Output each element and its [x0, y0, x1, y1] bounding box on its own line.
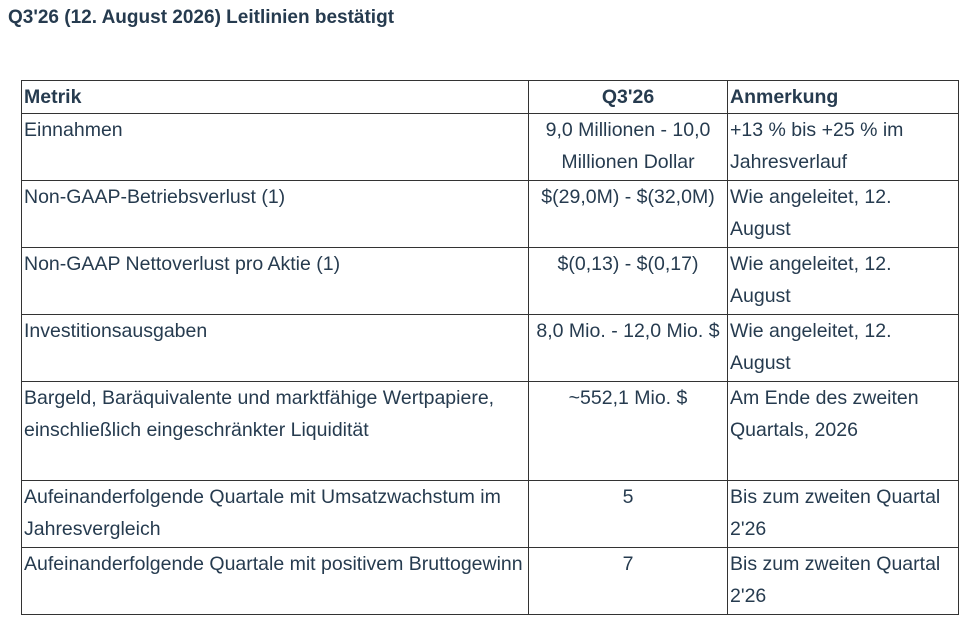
metric-cell: Aufeinanderfolgende Quartale mit positiv… — [21, 547, 529, 615]
note-cell: Wie angeleitet, 12. August — [727, 314, 959, 382]
table-row: Non-GAAP-Betriebsverlust (1) $(29,0M) - … — [21, 180, 959, 248]
value-cell: 5 — [528, 480, 728, 548]
guidance-table: Metrik Q3'26 Anmerkung Einnahmen 9,0 Mil… — [21, 80, 959, 615]
metric-cell: Non-GAAP-Betriebsverlust (1) — [21, 180, 529, 248]
note-cell: Bis zum zweiten Quartal 2'26 — [727, 547, 959, 615]
metric-cell: Bargeld, Baräquivalente und marktfähige … — [21, 381, 529, 481]
table-row: Einnahmen 9,0 Millionen - 10,0 Millionen… — [21, 113, 959, 181]
value-cell: 8,0 Mio. - 12,0 Mio. $ — [528, 314, 728, 382]
note-cell: +13 % bis +25 % im Jahresverlauf — [727, 113, 959, 181]
column-header-note: Anmerkung — [727, 80, 959, 114]
value-cell: ~552,1 Mio. $ — [528, 381, 728, 481]
note-cell: Wie angeleitet, 12. August — [727, 180, 959, 248]
table-row: Investitionsausgaben 8,0 Mio. - 12,0 Mio… — [21, 314, 959, 382]
note-cell: Am Ende des zweiten Quartals, 2026 — [727, 381, 959, 481]
metric-cell: Aufeinanderfolgende Quartale mit Umsatzw… — [21, 480, 529, 548]
value-cell: 9,0 Millionen - 10,0 Millionen Dollar — [528, 113, 728, 181]
note-cell: Wie angeleitet, 12. August — [727, 247, 959, 315]
note-cell: Bis zum zweiten Quartal 2'26 — [727, 480, 959, 548]
metric-cell: Non-GAAP Nettoverlust pro Aktie (1) — [21, 247, 529, 315]
value-cell: $(0,13) - $(0,17) — [528, 247, 728, 315]
metric-cell: Einnahmen — [21, 113, 529, 181]
page-title: Q3'26 (12. August 2026) Leitlinien bestä… — [8, 7, 395, 28]
metric-cell: Investitionsausgaben — [21, 314, 529, 382]
table-row: Non-GAAP Nettoverlust pro Aktie (1) $(0,… — [21, 247, 959, 315]
table-row: Aufeinanderfolgende Quartale mit positiv… — [21, 547, 959, 615]
column-header-metric: Metrik — [21, 80, 529, 114]
column-header-quarter: Q3'26 — [528, 80, 728, 114]
value-cell: $(29,0M) - $(32,0M) — [528, 180, 728, 248]
table-row: Aufeinanderfolgende Quartale mit Umsatzw… — [21, 480, 959, 548]
table-row: Bargeld, Baräquivalente und marktfähige … — [21, 381, 959, 481]
value-cell: 7 — [528, 547, 728, 615]
table-header-row: Metrik Q3'26 Anmerkung — [21, 80, 959, 114]
